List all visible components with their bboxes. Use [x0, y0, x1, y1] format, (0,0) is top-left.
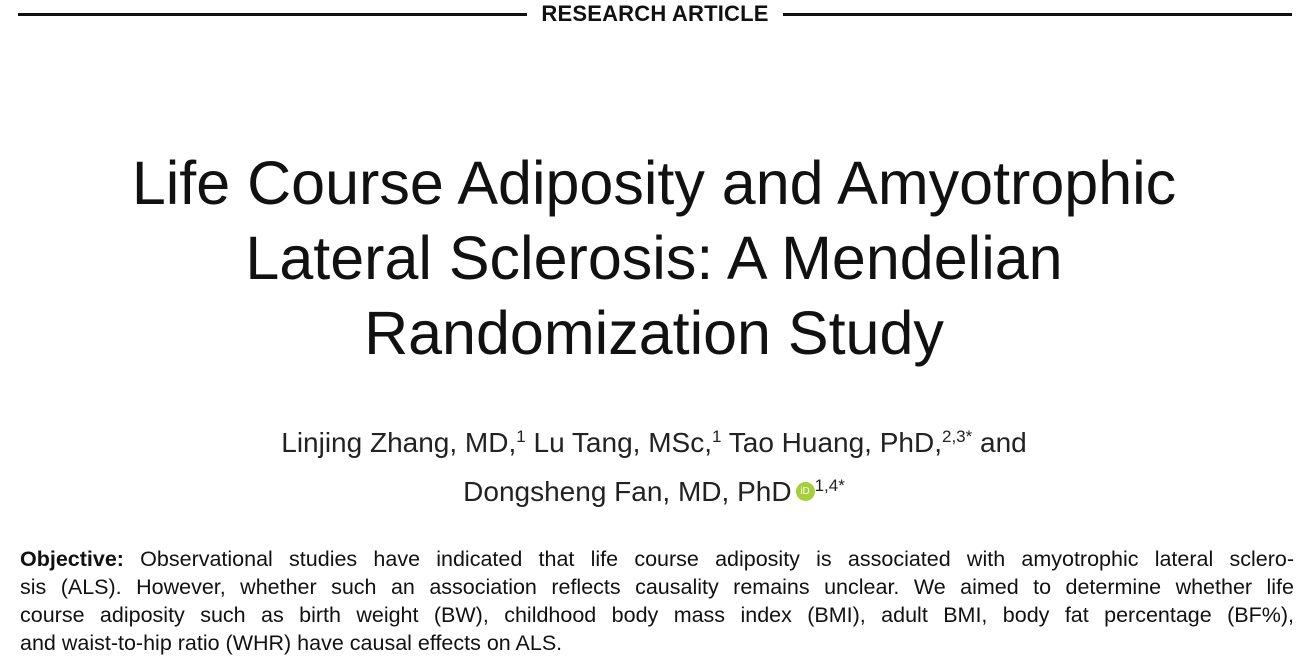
abstract: Objective: Observational studies have in… — [20, 545, 1294, 657]
header-rule-left — [18, 12, 528, 16]
objective-label: Objective: — [20, 547, 124, 571]
author-conjunction: and — [972, 427, 1027, 458]
title-line: Life Course Adiposity and Amyotrophic — [131, 149, 1177, 217]
affiliation-sup: 2,3* — [941, 427, 973, 446]
author-name: Dongsheng Fan, MD, PhD — [463, 476, 792, 507]
author-line: Dongsheng Fan, MD, PhD iD 1,4* — [0, 467, 1308, 516]
author-line: Linjing Zhang, MD,1 Lu Tang, MSc,1 Tao H… — [0, 418, 1308, 467]
abstract-line: sis (ALS). However, whether such an asso… — [20, 575, 1294, 599]
author-name: Lu Tang, MSc, — [525, 427, 713, 458]
title-line: Lateral Sclerosis: A Mendelian — [245, 224, 1063, 292]
abstract-line: and waist-to-hip ratio (WHR) have causal… — [20, 631, 563, 655]
author-list: Linjing Zhang, MD,1 Lu Tang, MSc,1 Tao H… — [0, 418, 1308, 516]
header-rule-right — [782, 12, 1293, 16]
title-line: Randomization Study — [364, 299, 944, 367]
section-header: RESEARCH ARTICLE — [18, 0, 1293, 28]
affiliation-sup: 1 — [516, 427, 526, 446]
author-name: Linjing Zhang, MD, — [281, 427, 517, 458]
abstract-line: Objective: Observational studies have in… — [20, 545, 1294, 573]
affiliation-sup: 1,4* — [814, 476, 845, 495]
orcid-icon[interactable]: iD — [795, 482, 815, 502]
author-name: Tao Huang, PhD, — [721, 427, 942, 458]
article-type-label: RESEARCH ARTICLE — [541, 1, 769, 26]
affiliation-sup: 1 — [712, 427, 722, 446]
abstract-line: course adiposity such as birth weight (B… — [20, 603, 1294, 627]
abstract-text: Observational studies have indicated tha… — [123, 547, 1294, 571]
article-title: Life Course Adiposity and Amyotrophic La… — [0, 146, 1308, 371]
